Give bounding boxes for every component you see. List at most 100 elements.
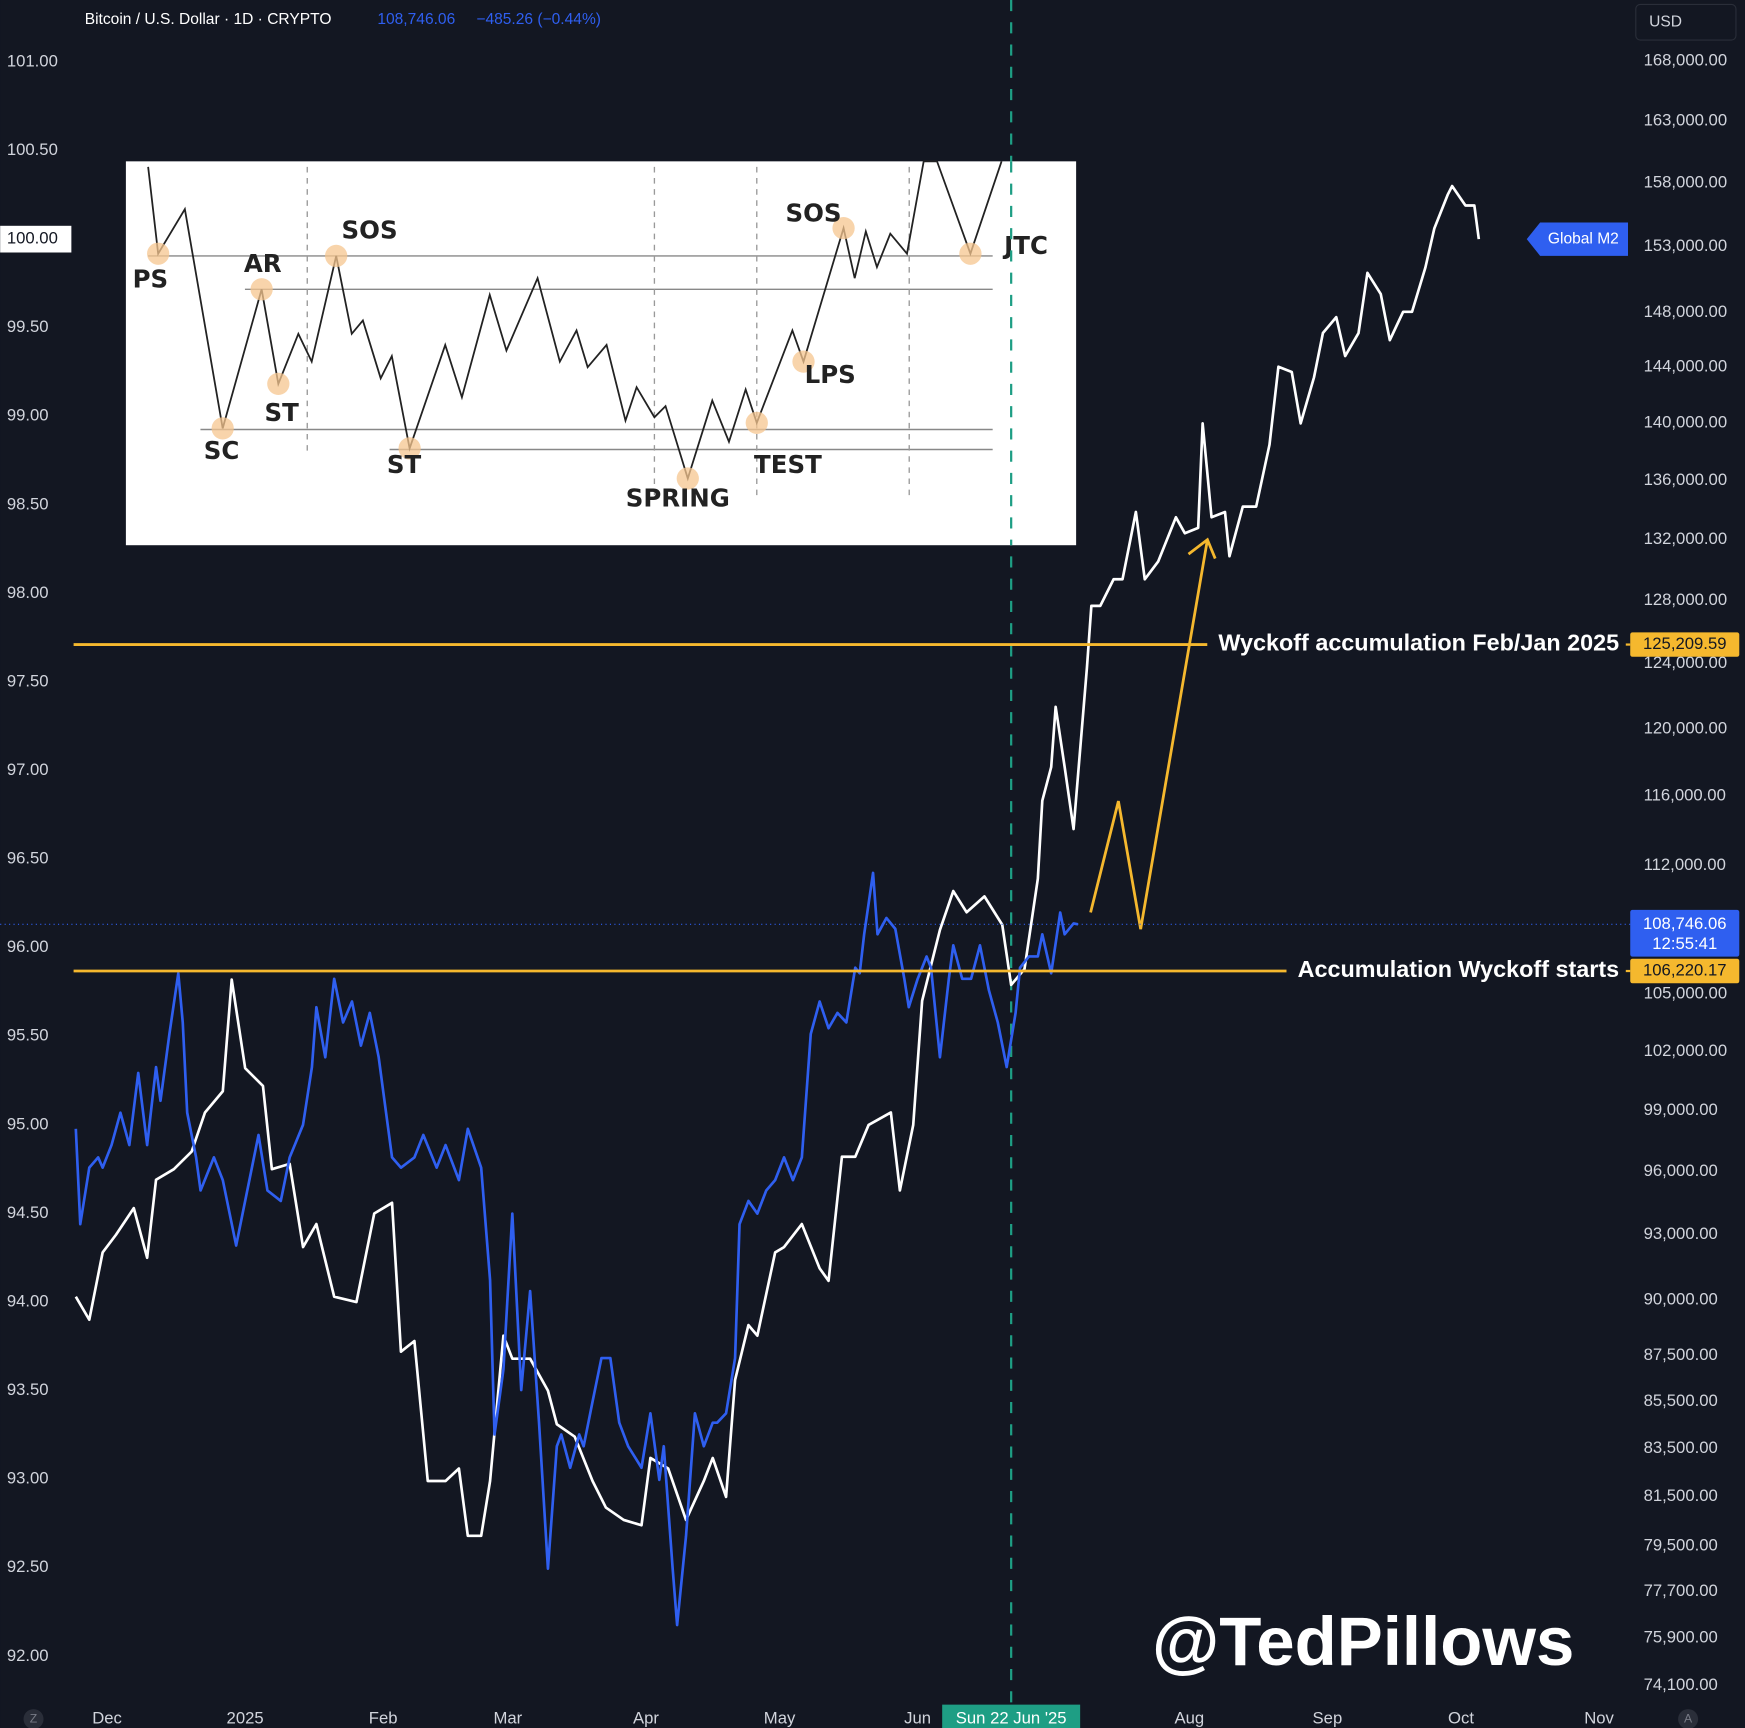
- price-tag: [1630, 909, 1740, 957]
- y-tick-label: 101.00: [7, 51, 58, 70]
- y2-tick-label: 168,000.00: [1644, 50, 1728, 69]
- y-tick-label: 92.50: [7, 1557, 49, 1576]
- x-tick-label: 2025: [227, 1709, 264, 1728]
- x-tick-label: Dec: [92, 1709, 122, 1728]
- price-tag-label: 108,746.06: [1643, 914, 1727, 933]
- y2-tick-label: 140,000.00: [1644, 412, 1728, 431]
- corner-button-label[interactable]: A: [1684, 1711, 1693, 1725]
- y-tick-label: 94.00: [7, 1291, 49, 1310]
- inset-label: JTC: [1002, 231, 1048, 260]
- y2-tick-label: 90,000.00: [1644, 1289, 1718, 1308]
- y2-tick-label: 120,000.00: [1644, 718, 1728, 737]
- corner-button[interactable]: [1678, 1709, 1699, 1728]
- projection-arrow: [1089, 537, 1217, 930]
- inset-label: TEST: [754, 450, 822, 479]
- y-tick-label: 97.50: [7, 671, 49, 690]
- x-tick-label: Nov: [1584, 1709, 1614, 1728]
- price-tag-countdown: 12:55:41: [1652, 934, 1717, 953]
- y-tick-label: 99.50: [7, 317, 49, 336]
- y2-tick-label: 136,000.00: [1644, 470, 1728, 489]
- series-tag: [1526, 222, 1629, 256]
- y2-tick-label: 163,000.00: [1644, 110, 1728, 129]
- y2-tick-label: 87,500.00: [1644, 1345, 1718, 1364]
- y2-tick-label: 148,000.00: [1644, 302, 1728, 321]
- y-tick-label: 93.00: [7, 1469, 49, 1488]
- x-tick-label: May: [764, 1709, 796, 1728]
- y-tick-label: 95.00: [7, 1114, 49, 1133]
- y-tick-highlight: [0, 225, 72, 253]
- y2-tick-label: 93,000.00: [1644, 1224, 1718, 1243]
- inset-point: [147, 242, 170, 265]
- inset-point: [792, 350, 815, 373]
- x-tick-label: Feb: [369, 1709, 398, 1728]
- inset-point: [832, 216, 855, 240]
- inset-point: [398, 437, 421, 460]
- inset-point: [211, 417, 234, 440]
- level-tag: [1630, 958, 1740, 984]
- y2-tick-label: 102,000.00: [1644, 1041, 1728, 1060]
- y-tick-label: 98.50: [7, 494, 49, 513]
- projection-path: [1089, 539, 1209, 930]
- level-tag: [1630, 632, 1740, 657]
- inset-point: [745, 411, 768, 434]
- inset-label: SOS: [342, 215, 398, 244]
- corner-button[interactable]: [23, 1709, 44, 1728]
- wyckoff-schematic: PS SC AR ST SOS ST SPRING TEST SOS LPS J…: [125, 160, 1077, 546]
- inset-points: [147, 216, 982, 490]
- inset-levels: [148, 255, 993, 451]
- inset-label: SOS: [786, 199, 842, 228]
- projection-arrowhead: [1187, 537, 1217, 560]
- cursor-label-bg: [942, 1704, 1081, 1728]
- inset-label: ST: [387, 450, 422, 479]
- currency-button[interactable]: [1635, 3, 1737, 41]
- corner-button-label[interactable]: Z: [30, 1711, 38, 1725]
- inset-panel: [125, 161, 1077, 546]
- level-text: Wyckoff accumulation Feb/Jan 2025: [1218, 630, 1619, 656]
- y2-tick-label: 116,000.00: [1644, 786, 1726, 805]
- x-tick-label: Oct: [1448, 1709, 1474, 1728]
- y2-tick-label: 105,000.00: [1644, 983, 1728, 1002]
- y2-tick-label: 153,000.00: [1644, 236, 1728, 255]
- y2-tick-label: 124,000.00: [1644, 653, 1728, 672]
- inset-label: SPRING: [626, 484, 730, 513]
- x-tick-label: Sep: [1313, 1709, 1343, 1728]
- y2-tick-label: 75,900.00: [1644, 1628, 1718, 1647]
- y2-tick-label: 99,000.00: [1644, 1100, 1718, 1119]
- inset-price-path: [147, 160, 1003, 482]
- y2-tick-label: 74,100.00: [1644, 1675, 1718, 1694]
- y2-tick-label: 79,500.00: [1644, 1536, 1718, 1555]
- inset-label: AR: [244, 249, 282, 278]
- watermark: @TedPillows: [1152, 1603, 1574, 1680]
- y2-tick-label: 112,000.00: [1644, 855, 1726, 874]
- x-tick-label: Aug: [1174, 1709, 1204, 1728]
- inset-point: [250, 278, 273, 301]
- x-tick-label: Mar: [494, 1709, 523, 1728]
- y2-tick-label: 132,000.00: [1644, 529, 1728, 548]
- y-tick-label: 95.50: [7, 1026, 49, 1045]
- inset-point: [959, 242, 982, 265]
- header-price: 108,746.06: [377, 11, 455, 28]
- y2-tick-label: 158,000.00: [1644, 172, 1728, 191]
- inset-label: LPS: [805, 360, 856, 389]
- y2-tick-label: 77,700.00: [1644, 1581, 1718, 1600]
- currency-label[interactable]: USD: [1649, 13, 1682, 30]
- y-tick-label: 96.50: [7, 849, 49, 868]
- header-change: −485.26 (−0.44%): [476, 11, 601, 28]
- y2-tick-label: 96,000.00: [1644, 1161, 1718, 1180]
- inset-point: [676, 467, 699, 490]
- series-tag-label: Global M2: [1548, 230, 1619, 247]
- y2-tick-label: 85,500.00: [1644, 1391, 1718, 1410]
- x-tick-label: Jun: [904, 1709, 931, 1728]
- level-tag-label: 125,209.59: [1643, 634, 1727, 653]
- y-tick-label: 100.00: [7, 229, 58, 248]
- y2-tick-label: 144,000.00: [1644, 356, 1728, 375]
- y-tick-label: 99.00: [7, 406, 49, 425]
- y-tick-label: 92.00: [7, 1646, 49, 1665]
- y-tick-label: 94.50: [7, 1203, 49, 1222]
- inset-label: PS: [133, 264, 169, 293]
- level-text: Accumulation Wyckoff starts: [1298, 956, 1619, 982]
- level-tag-label: 106,220.17: [1643, 960, 1727, 979]
- series-line: [74, 184, 1481, 1538]
